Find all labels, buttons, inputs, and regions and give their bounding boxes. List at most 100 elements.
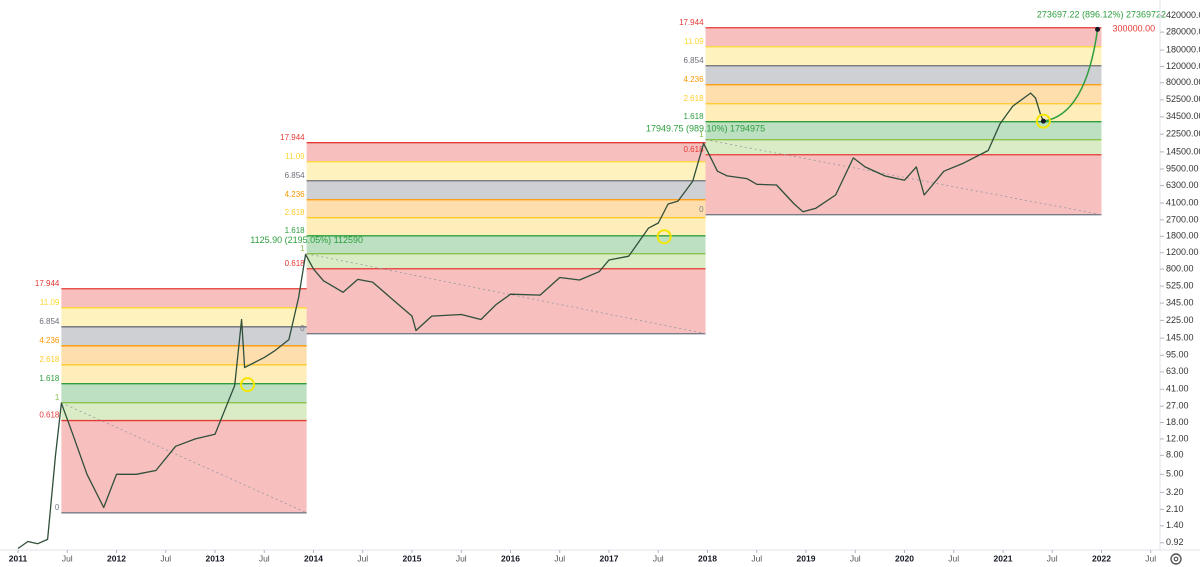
fib-level-label: 1.618	[684, 112, 705, 121]
fib-band	[61, 326, 307, 346]
y-tick-label: 34500.00	[1166, 111, 1200, 121]
y-tick-label: 14500.00	[1166, 146, 1200, 156]
fib-band	[61, 345, 307, 365]
projection-curve	[1043, 29, 1099, 122]
fib-band	[306, 142, 706, 162]
fib-band	[61, 364, 307, 384]
fib-band	[306, 268, 706, 334]
x-tick-label: 2017	[600, 553, 619, 563]
y-tick-label: 63.00	[1166, 366, 1189, 376]
y-tick-label: 225.00	[1166, 315, 1194, 325]
fib-level-label: 11.09	[684, 37, 704, 46]
fib-band	[705, 27, 1102, 47]
fib-band	[306, 235, 706, 254]
fib-level-label: 1	[55, 393, 60, 402]
x-tick-label: Jul	[751, 553, 762, 563]
y-tick-label: 18.00	[1166, 417, 1189, 427]
y-tick-label: 0.92	[1166, 537, 1184, 547]
fib-level-label: 1.618	[39, 374, 60, 383]
fib-level-label: 4.236	[39, 336, 60, 345]
fib-level-label: 2.618	[684, 94, 705, 103]
fib-band	[705, 46, 1102, 66]
y-tick-label: 2700.00	[1166, 214, 1199, 224]
settings-icon[interactable]	[1170, 553, 1182, 565]
fib-level-label: 6.854	[285, 171, 306, 180]
y-tick-label: 1200.00	[1166, 247, 1199, 257]
fib-level-label: 0.618	[285, 259, 306, 268]
x-tick-label: 2014	[304, 553, 323, 563]
x-tick-label: 2022	[1092, 553, 1111, 563]
x-tick-label: Jul	[850, 553, 861, 563]
fib-band	[306, 180, 706, 200]
fib-level-label: 6.854	[39, 317, 60, 326]
fib-level-label: 2.618	[285, 208, 306, 217]
x-tick-label: 2015	[403, 553, 422, 563]
target-point	[1095, 26, 1101, 32]
fib-level-label: 0	[699, 205, 704, 214]
y-tick-label: 22500.00	[1166, 128, 1200, 138]
y-tick-label: 4100.00	[1166, 197, 1199, 207]
overlay-layer: 1125.90 (2195.05%) 112590 17949.75 (989.1…	[240, 10, 1166, 393]
price-layer	[17, 92, 1044, 550]
x-tick-label: Jul	[554, 553, 565, 563]
x-tick-label: 2021	[994, 553, 1013, 563]
fib-band	[306, 253, 706, 269]
measure-label: 1125.90 (2195.05%) 112590	[250, 235, 363, 245]
x-tick-label: 2011	[9, 553, 28, 563]
y-tick-label: 120000.00	[1166, 61, 1200, 71]
gear-ring	[1170, 553, 1182, 565]
x-tick-label: 2013	[206, 553, 225, 563]
fib-band	[306, 217, 706, 236]
fib-band	[61, 420, 307, 513]
x-tick-label: 2012	[107, 553, 126, 563]
fib-level-label: 17.944	[35, 279, 60, 288]
y-tick-label: 5.00	[1166, 469, 1184, 479]
fib-level-label: 11.09	[40, 298, 60, 307]
price-line	[17, 92, 1044, 550]
y-tick-label: 8.00	[1166, 450, 1184, 460]
fib-band	[306, 161, 706, 181]
fib-boxes: 0 0.618 1 1.618 2.618 4.236 6.854 11.09 17.944 0 0…	[35, 18, 1102, 514]
x-tick-label: 2016	[501, 553, 520, 563]
y-tick-label: 145.00	[1166, 333, 1194, 343]
fib-level-label: 17.944	[679, 18, 704, 27]
x-tick-label: Jul	[1047, 553, 1058, 563]
y-tick-label: 420000.00	[1166, 10, 1200, 20]
highlight-circle	[1035, 113, 1051, 129]
fib-box: 0 0.618 1 1.618 2.618 4.236 6.854 11.09 17.944	[35, 279, 307, 514]
x-tick-label: Jul	[160, 553, 171, 563]
y-tick-label: 41.00	[1166, 384, 1189, 394]
y-tick-label: 9500.00	[1166, 163, 1199, 173]
y-tick-label: 1.40	[1166, 520, 1184, 530]
fib-level-label: 2.618	[39, 355, 60, 364]
projection-start	[1040, 118, 1046, 124]
y-tick-label: 95.00	[1166, 350, 1189, 360]
y-tick-label: 1800.00	[1166, 231, 1199, 241]
fib-level-label: 1	[699, 130, 704, 139]
fib-level-label: 6.854	[684, 56, 705, 65]
y-tick-label: 52500.00	[1166, 94, 1200, 104]
measure-label: 17949.75 (989.10%) 1794975	[646, 124, 765, 134]
fib-level-label: 1.618	[285, 226, 306, 235]
gear-center	[1173, 556, 1179, 562]
fib-box: 0 0.618 1 1.618 2.618 4.236 6.854 11.09 17.944	[679, 18, 1102, 216]
fib-level-label: 0	[300, 324, 305, 333]
x-tick-label: Jul	[357, 553, 368, 563]
fib-level-label: 17.944	[280, 133, 305, 142]
fib-level-label: 1	[300, 244, 305, 253]
fib-band	[61, 402, 307, 421]
fib-band	[61, 383, 307, 403]
fib-band	[705, 84, 1102, 104]
fib-box: 0 0.618 1 1.618 2.618 4.236 6.854 11.09 17.944	[280, 133, 706, 335]
x-tick-label: Jul	[948, 553, 959, 563]
fib-level-label: 4.236	[285, 190, 306, 199]
target-label: 300000.00	[1113, 24, 1156, 34]
y-tick-label: 800.00	[1166, 263, 1194, 273]
fib-band	[61, 307, 307, 327]
y-tick-label: 27.00	[1166, 401, 1189, 411]
fib-level-label: 0.618	[684, 145, 705, 154]
